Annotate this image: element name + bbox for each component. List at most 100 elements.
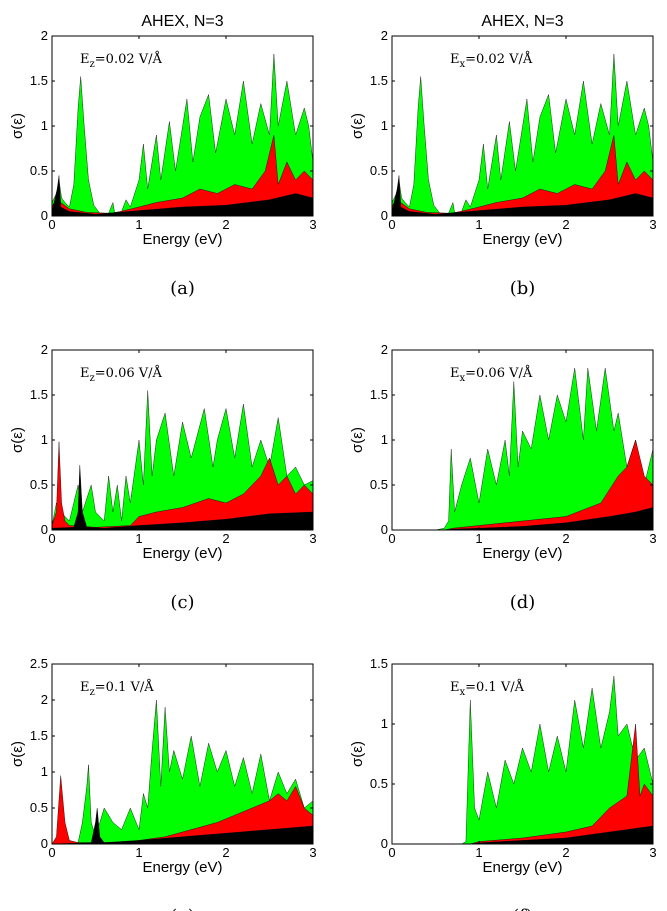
chart-title: AHEX, N=3 — [481, 13, 563, 30]
y-tick-label: 2 — [41, 28, 48, 43]
axes-frame — [391, 663, 654, 845]
field-symbol: E — [80, 52, 90, 67]
field-value: =0.1 V/Å — [465, 679, 524, 695]
x-axis-label: Energy (eV) — [142, 231, 222, 248]
field-value: =0.06 V/Å — [95, 365, 163, 381]
x-tick-label: 3 — [649, 531, 656, 546]
panel-caption: (e) — [170, 906, 195, 911]
axes-frame — [51, 663, 314, 845]
y-tick-label: 1.5 — [30, 387, 48, 402]
y-tick-label: 2 — [41, 692, 48, 707]
field-value: =0.02 V/Å — [465, 51, 533, 67]
y-tick-label: 0 — [41, 208, 48, 223]
field-subscript: z — [90, 373, 95, 384]
series-area-green — [51, 53, 314, 217]
panel-caption: (d) — [510, 592, 536, 613]
field-symbol: E — [450, 52, 460, 67]
y-tick-label: 1.5 — [370, 656, 388, 671]
series-area-black — [51, 465, 314, 531]
x-tick-label: 1 — [135, 217, 142, 232]
series-area-red — [51, 441, 314, 531]
field-annotation: Ex=0.1 V/Å — [450, 679, 525, 698]
field-value: =0.02 V/Å — [95, 51, 163, 67]
y-tick-label: 0.5 — [370, 163, 388, 178]
series-area-green — [391, 53, 654, 217]
panel-caption: (a) — [170, 278, 195, 299]
y-tick-label: 2 — [381, 28, 388, 43]
field-symbol: E — [450, 366, 460, 381]
chart-title: AHEX, N=3 — [141, 13, 223, 30]
y-axis-label: σ(ε) — [349, 113, 366, 139]
y-tick-label: 2.5 — [30, 656, 48, 671]
x-tick-label: 1 — [135, 845, 142, 860]
y-axis-label: σ(ε) — [9, 427, 26, 453]
x-tick-label: 0 — [48, 531, 55, 546]
y-axis-label: σ(ε) — [9, 741, 26, 767]
x-axis-label: Energy (eV) — [142, 545, 222, 562]
x-axis-label: Energy (eV) — [482, 859, 562, 876]
y-axis-label: σ(ε) — [349, 741, 366, 767]
field-symbol: E — [450, 680, 460, 695]
x-tick-label: 3 — [649, 217, 656, 232]
y-tick-label: 1.5 — [370, 387, 388, 402]
x-tick-label: 0 — [388, 531, 395, 546]
field-value: =0.1 V/Å — [95, 679, 154, 695]
x-tick-label: 1 — [135, 531, 142, 546]
y-tick-label: 1.5 — [30, 728, 48, 743]
chart-panel-f: 0 1 2 3 0 0.5 1 1.5 Energy (eV) σ(ε) Ex=0.1 V/Å (f) — [349, 656, 657, 911]
y-tick-label: 0.5 — [30, 800, 48, 815]
field-subscript: x — [460, 373, 466, 384]
x-tick-label: 2 — [562, 845, 569, 860]
x-tick-label: 0 — [48, 845, 55, 860]
x-tick-label: 2 — [562, 217, 569, 232]
y-tick-label: 1 — [381, 118, 388, 133]
y-tick-label: 0.5 — [30, 477, 48, 492]
x-axis-label: Energy (eV) — [482, 231, 562, 248]
series-area-green — [392, 675, 654, 845]
x-tick-label: 1 — [475, 531, 482, 546]
y-tick-label: 1 — [41, 764, 48, 779]
y-tick-label: 1 — [381, 716, 388, 731]
x-axis-label: Energy (eV) — [482, 545, 562, 562]
field-annotation: Ez=0.1 V/Å — [80, 679, 154, 698]
series-area-black — [391, 175, 654, 217]
x-tick-label: 0 — [388, 845, 395, 860]
y-tick-label: 0 — [381, 208, 388, 223]
y-tick-label: 1 — [41, 432, 48, 447]
y-tick-label: 0 — [41, 836, 48, 851]
series-area-red — [51, 775, 314, 845]
y-tick-label: 0 — [41, 522, 48, 537]
x-tick-label: 3 — [649, 845, 656, 860]
field-symbol: E — [80, 366, 90, 381]
field-subscript: z — [90, 687, 95, 698]
x-tick-label: 3 — [309, 217, 316, 232]
y-tick-label: 1 — [381, 432, 388, 447]
x-tick-label: 0 — [48, 217, 55, 232]
field-annotation: Ex=0.06 V/Å — [450, 365, 533, 384]
field-annotation: Ez=0.02 V/Å — [80, 51, 163, 70]
y-tick-label: 1.5 — [370, 73, 388, 88]
panel-caption: (f) — [512, 906, 533, 911]
field-symbol: E — [80, 680, 90, 695]
panel-caption: (b) — [510, 278, 536, 299]
chart-panel-e: 0 1 2 3 0 0.5 1 1.5 2 2.5 Energy (eV) σ(ε) Ez=0.1 V/… — [9, 656, 317, 911]
field-value: =0.06 V/Å — [465, 365, 533, 381]
series-area-green — [392, 367, 654, 531]
y-tick-label: 1 — [41, 118, 48, 133]
field-annotation: Ez=0.06 V/Å — [80, 365, 163, 384]
x-tick-label: 0 — [388, 217, 395, 232]
y-tick-label: 2 — [41, 342, 48, 357]
x-tick-label: 2 — [222, 217, 229, 232]
x-tick-label: 1 — [475, 845, 482, 860]
x-tick-label: 1 — [475, 217, 482, 232]
y-tick-label: 0 — [381, 836, 388, 851]
field-subscript: z — [90, 59, 95, 70]
field-subscript: x — [460, 687, 466, 698]
y-tick-label: 1.5 — [30, 73, 48, 88]
x-tick-label: 3 — [309, 845, 316, 860]
x-axis-label: Energy (eV) — [142, 859, 222, 876]
